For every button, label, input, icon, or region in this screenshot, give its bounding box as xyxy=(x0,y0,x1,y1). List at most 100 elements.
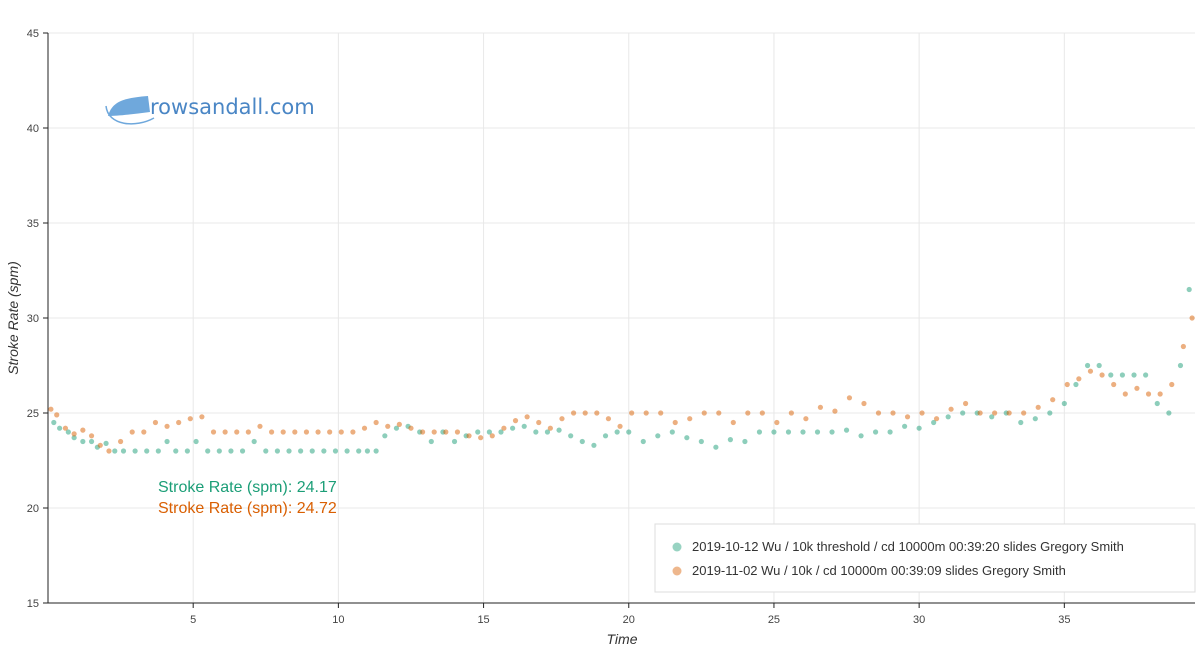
data-point-series-2 xyxy=(672,419,678,426)
data-point-series-1 xyxy=(669,429,675,435)
data-point-series-2 xyxy=(257,423,263,429)
stats-annotation: Stroke Rate (spm): 24.17 Stroke Rate (sp… xyxy=(158,479,337,517)
data-point-series-1 xyxy=(112,448,118,454)
data-point-series-1 xyxy=(556,427,562,433)
data-point-series-2 xyxy=(559,416,565,422)
data-point-series-2 xyxy=(396,421,402,427)
data-point-series-2 xyxy=(803,416,809,422)
y-axis-title: Stroke Rate (spm) xyxy=(5,261,21,375)
data-point-series-1 xyxy=(286,448,292,454)
data-point-series-1 xyxy=(356,448,362,454)
data-point-series-1 xyxy=(364,448,371,454)
data-point-series-1 xyxy=(1177,362,1184,369)
data-point-series-1 xyxy=(184,448,190,454)
x-tick-label: 25 xyxy=(768,614,780,626)
data-point-series-1 xyxy=(1131,372,1137,378)
y-tick-label: 15 xyxy=(27,598,39,610)
data-point-series-2 xyxy=(1145,391,1152,397)
data-point-series-2 xyxy=(948,406,954,412)
data-point-series-2 xyxy=(643,410,649,416)
data-point-series-2 xyxy=(933,416,940,422)
data-point-series-2 xyxy=(512,418,519,424)
data-point-series-1 xyxy=(132,448,138,454)
data-point-series-1 xyxy=(655,433,661,439)
x-tick-label: 30 xyxy=(913,614,925,626)
data-point-series-2 xyxy=(919,410,925,416)
data-point-series-2 xyxy=(280,429,286,435)
data-point-series-2 xyxy=(48,406,54,412)
data-point-series-2 xyxy=(431,429,437,435)
data-point-series-2 xyxy=(443,429,449,435)
data-point-series-1 xyxy=(1061,400,1067,407)
data-point-series-2 xyxy=(1076,376,1082,382)
data-point-series-2 xyxy=(524,414,530,420)
data-point-series-2 xyxy=(234,429,240,435)
data-point-series-2 xyxy=(88,433,95,439)
legend-1-label: 2019-10-12 Wu / 10k threshold / cd 10000… xyxy=(692,539,1124,554)
data-point-series-2 xyxy=(658,410,664,416)
data-point-series-1 xyxy=(591,442,597,448)
data-point-series-1 xyxy=(88,438,95,445)
data-point-series-1 xyxy=(144,448,150,454)
boat-logo-icon xyxy=(108,96,150,116)
data-point-series-2 xyxy=(164,423,170,429)
data-point-series-1 xyxy=(640,438,646,445)
data-point-series-2 xyxy=(373,419,379,426)
data-point-series-2 xyxy=(1035,404,1041,410)
data-point-series-2 xyxy=(788,410,794,416)
data-point-series-2 xyxy=(687,416,693,422)
stat-2: Stroke Rate (spm): 24.72 xyxy=(158,500,337,517)
data-point-series-1 xyxy=(393,425,400,431)
data-point-series-1 xyxy=(475,429,481,435)
data-point-series-1 xyxy=(103,440,109,446)
data-point-series-1 xyxy=(902,423,908,429)
data-point-series-1 xyxy=(945,414,951,420)
data-point-series-1 xyxy=(498,429,504,435)
data-point-series-2 xyxy=(338,429,344,435)
stat-1: Stroke Rate (spm): 24.17 xyxy=(158,479,337,496)
data-point-series-1 xyxy=(872,429,879,435)
data-point-series-2 xyxy=(1189,315,1195,321)
data-point-series-1 xyxy=(71,435,77,441)
data-point-series-1 xyxy=(989,414,995,420)
logo-wordmark: rowsandall.com xyxy=(150,95,315,119)
data-point-series-2 xyxy=(97,442,103,448)
data-point-series-1 xyxy=(771,429,777,435)
data-point-series-2 xyxy=(1122,391,1128,397)
data-point-series-2 xyxy=(454,429,461,435)
data-point-series-2 xyxy=(327,429,333,435)
data-point-series-2 xyxy=(303,429,310,435)
data-point-series-1 xyxy=(428,438,434,445)
data-point-series-1 xyxy=(332,448,339,454)
data-point-series-2 xyxy=(210,429,217,435)
data-point-series-1 xyxy=(887,429,893,435)
x-tick-label: 35 xyxy=(1058,614,1070,626)
data-point-series-1 xyxy=(713,444,719,450)
y-tick-label: 20 xyxy=(27,503,39,515)
legend: 2019-10-12 Wu / 10k threshold / cd 10000… xyxy=(654,523,1196,593)
x-tick-label: 20 xyxy=(623,614,635,626)
data-point-series-1 xyxy=(931,419,937,426)
data-point-series-2 xyxy=(117,438,124,445)
data-point-series-1 xyxy=(251,438,257,445)
data-point-series-2 xyxy=(617,423,623,429)
data-point-series-2 xyxy=(199,414,205,420)
data-point-series-1 xyxy=(579,438,585,445)
series-1-points xyxy=(51,286,1192,454)
data-point-series-1 xyxy=(960,410,966,416)
data-point-series-2 xyxy=(187,416,193,422)
data-point-series-2 xyxy=(582,410,588,416)
x-axis-title: Time xyxy=(607,631,638,647)
data-point-series-1 xyxy=(1143,372,1149,378)
stat-2-value: 24.72 xyxy=(297,500,337,517)
x-tick-label: 5 xyxy=(190,614,196,626)
data-point-series-2 xyxy=(861,400,867,407)
data-point-series-1 xyxy=(829,429,835,435)
y-tick-label: 25 xyxy=(27,408,39,420)
x-tick-label: 15 xyxy=(477,614,489,626)
data-point-series-1 xyxy=(216,448,222,454)
data-point-series-2 xyxy=(222,429,228,435)
data-point-series-1 xyxy=(239,448,246,454)
data-point-series-1 xyxy=(1047,410,1053,416)
data-point-series-1 xyxy=(533,429,539,435)
